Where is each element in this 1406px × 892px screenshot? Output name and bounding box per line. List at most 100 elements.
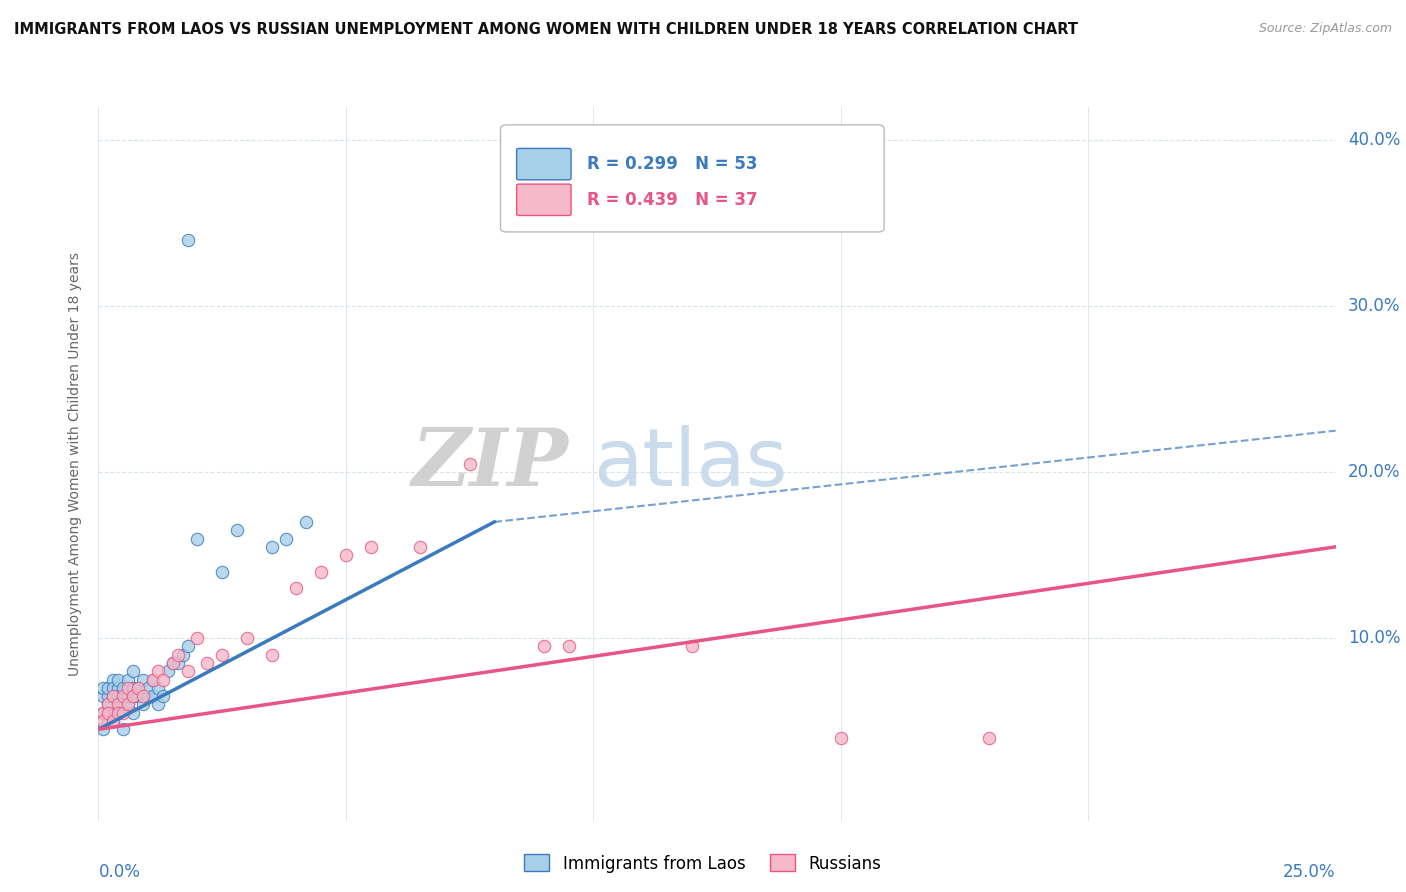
Point bbox=[93, 689, 115, 703]
Point bbox=[132, 673, 155, 687]
Point bbox=[226, 523, 249, 537]
Point bbox=[260, 648, 283, 662]
Point bbox=[117, 698, 139, 712]
Point bbox=[127, 681, 149, 695]
Point bbox=[136, 681, 159, 695]
Point bbox=[132, 689, 155, 703]
Point bbox=[117, 673, 139, 687]
Point bbox=[360, 540, 382, 554]
Point bbox=[146, 681, 169, 695]
Point bbox=[132, 698, 155, 712]
Point bbox=[97, 698, 120, 712]
Point bbox=[93, 723, 115, 737]
Text: 40.0%: 40.0% bbox=[1348, 131, 1400, 149]
Point bbox=[103, 706, 125, 720]
Point bbox=[103, 714, 125, 728]
Point bbox=[93, 714, 115, 728]
Point bbox=[122, 665, 145, 679]
Point bbox=[117, 681, 139, 695]
Point bbox=[107, 706, 129, 720]
Point bbox=[152, 689, 174, 703]
Point bbox=[122, 681, 145, 695]
Point bbox=[97, 698, 120, 712]
Point bbox=[112, 723, 135, 737]
Y-axis label: Unemployment Among Women with Children Under 18 years: Unemployment Among Women with Children U… bbox=[69, 252, 83, 676]
Text: 30.0%: 30.0% bbox=[1348, 297, 1400, 315]
Point bbox=[166, 656, 188, 670]
Point bbox=[107, 706, 129, 720]
Point bbox=[127, 689, 149, 703]
Text: R = 0.439   N = 37: R = 0.439 N = 37 bbox=[588, 191, 758, 209]
Point bbox=[127, 681, 149, 695]
Point bbox=[107, 689, 129, 703]
Point bbox=[97, 689, 120, 703]
Point bbox=[260, 540, 283, 554]
Text: 10.0%: 10.0% bbox=[1348, 629, 1400, 647]
Point bbox=[117, 698, 139, 712]
Point bbox=[285, 582, 308, 596]
Point bbox=[112, 698, 135, 712]
Text: 25.0%: 25.0% bbox=[1284, 863, 1336, 881]
Point bbox=[146, 698, 169, 712]
Point bbox=[136, 689, 159, 703]
Point bbox=[103, 681, 125, 695]
Point bbox=[122, 689, 145, 703]
Point bbox=[112, 706, 135, 720]
Point bbox=[97, 706, 120, 720]
Point bbox=[107, 673, 129, 687]
Point bbox=[146, 665, 169, 679]
Point bbox=[97, 706, 120, 720]
Point bbox=[103, 714, 125, 728]
Text: 20.0%: 20.0% bbox=[1348, 463, 1400, 481]
Point bbox=[681, 640, 703, 654]
Point bbox=[458, 457, 481, 471]
Text: ZIP: ZIP bbox=[412, 425, 568, 502]
Point bbox=[112, 681, 135, 695]
Point bbox=[162, 656, 184, 670]
Point bbox=[142, 689, 165, 703]
Point bbox=[166, 648, 188, 662]
Text: R = 0.299   N = 53: R = 0.299 N = 53 bbox=[588, 155, 758, 173]
Text: IMMIGRANTS FROM LAOS VS RUSSIAN UNEMPLOYMENT AMONG WOMEN WITH CHILDREN UNDER 18 : IMMIGRANTS FROM LAOS VS RUSSIAN UNEMPLOY… bbox=[14, 22, 1078, 37]
Text: Source: ZipAtlas.com: Source: ZipAtlas.com bbox=[1258, 22, 1392, 36]
Point bbox=[103, 689, 125, 703]
Text: atlas: atlas bbox=[593, 425, 787, 503]
Point bbox=[195, 656, 218, 670]
Point bbox=[103, 689, 125, 703]
Point bbox=[117, 689, 139, 703]
Text: 0.0%: 0.0% bbox=[98, 863, 141, 881]
Point bbox=[156, 665, 179, 679]
Point bbox=[557, 640, 579, 654]
Point bbox=[236, 631, 259, 645]
Point bbox=[172, 648, 194, 662]
Point bbox=[211, 565, 233, 579]
Point bbox=[335, 548, 357, 562]
Point bbox=[93, 706, 115, 720]
Point bbox=[107, 681, 129, 695]
Point bbox=[97, 681, 120, 695]
Point bbox=[112, 689, 135, 703]
Point bbox=[142, 673, 165, 687]
Point bbox=[93, 681, 115, 695]
Point bbox=[93, 706, 115, 720]
Point bbox=[409, 540, 432, 554]
Point bbox=[295, 515, 318, 529]
Point bbox=[276, 532, 298, 546]
FancyBboxPatch shape bbox=[516, 148, 571, 180]
Point bbox=[122, 689, 145, 703]
Point bbox=[152, 673, 174, 687]
Legend: Immigrants from Laos, Russians: Immigrants from Laos, Russians bbox=[517, 847, 889, 880]
Point bbox=[186, 532, 208, 546]
Point bbox=[107, 698, 129, 712]
Point bbox=[830, 731, 852, 745]
Point bbox=[162, 656, 184, 670]
Point bbox=[211, 648, 233, 662]
Point bbox=[142, 673, 165, 687]
Point bbox=[979, 731, 1001, 745]
Point bbox=[103, 673, 125, 687]
FancyBboxPatch shape bbox=[501, 125, 884, 232]
Point bbox=[122, 706, 145, 720]
Point bbox=[112, 689, 135, 703]
Point bbox=[97, 714, 120, 728]
Point bbox=[176, 640, 198, 654]
